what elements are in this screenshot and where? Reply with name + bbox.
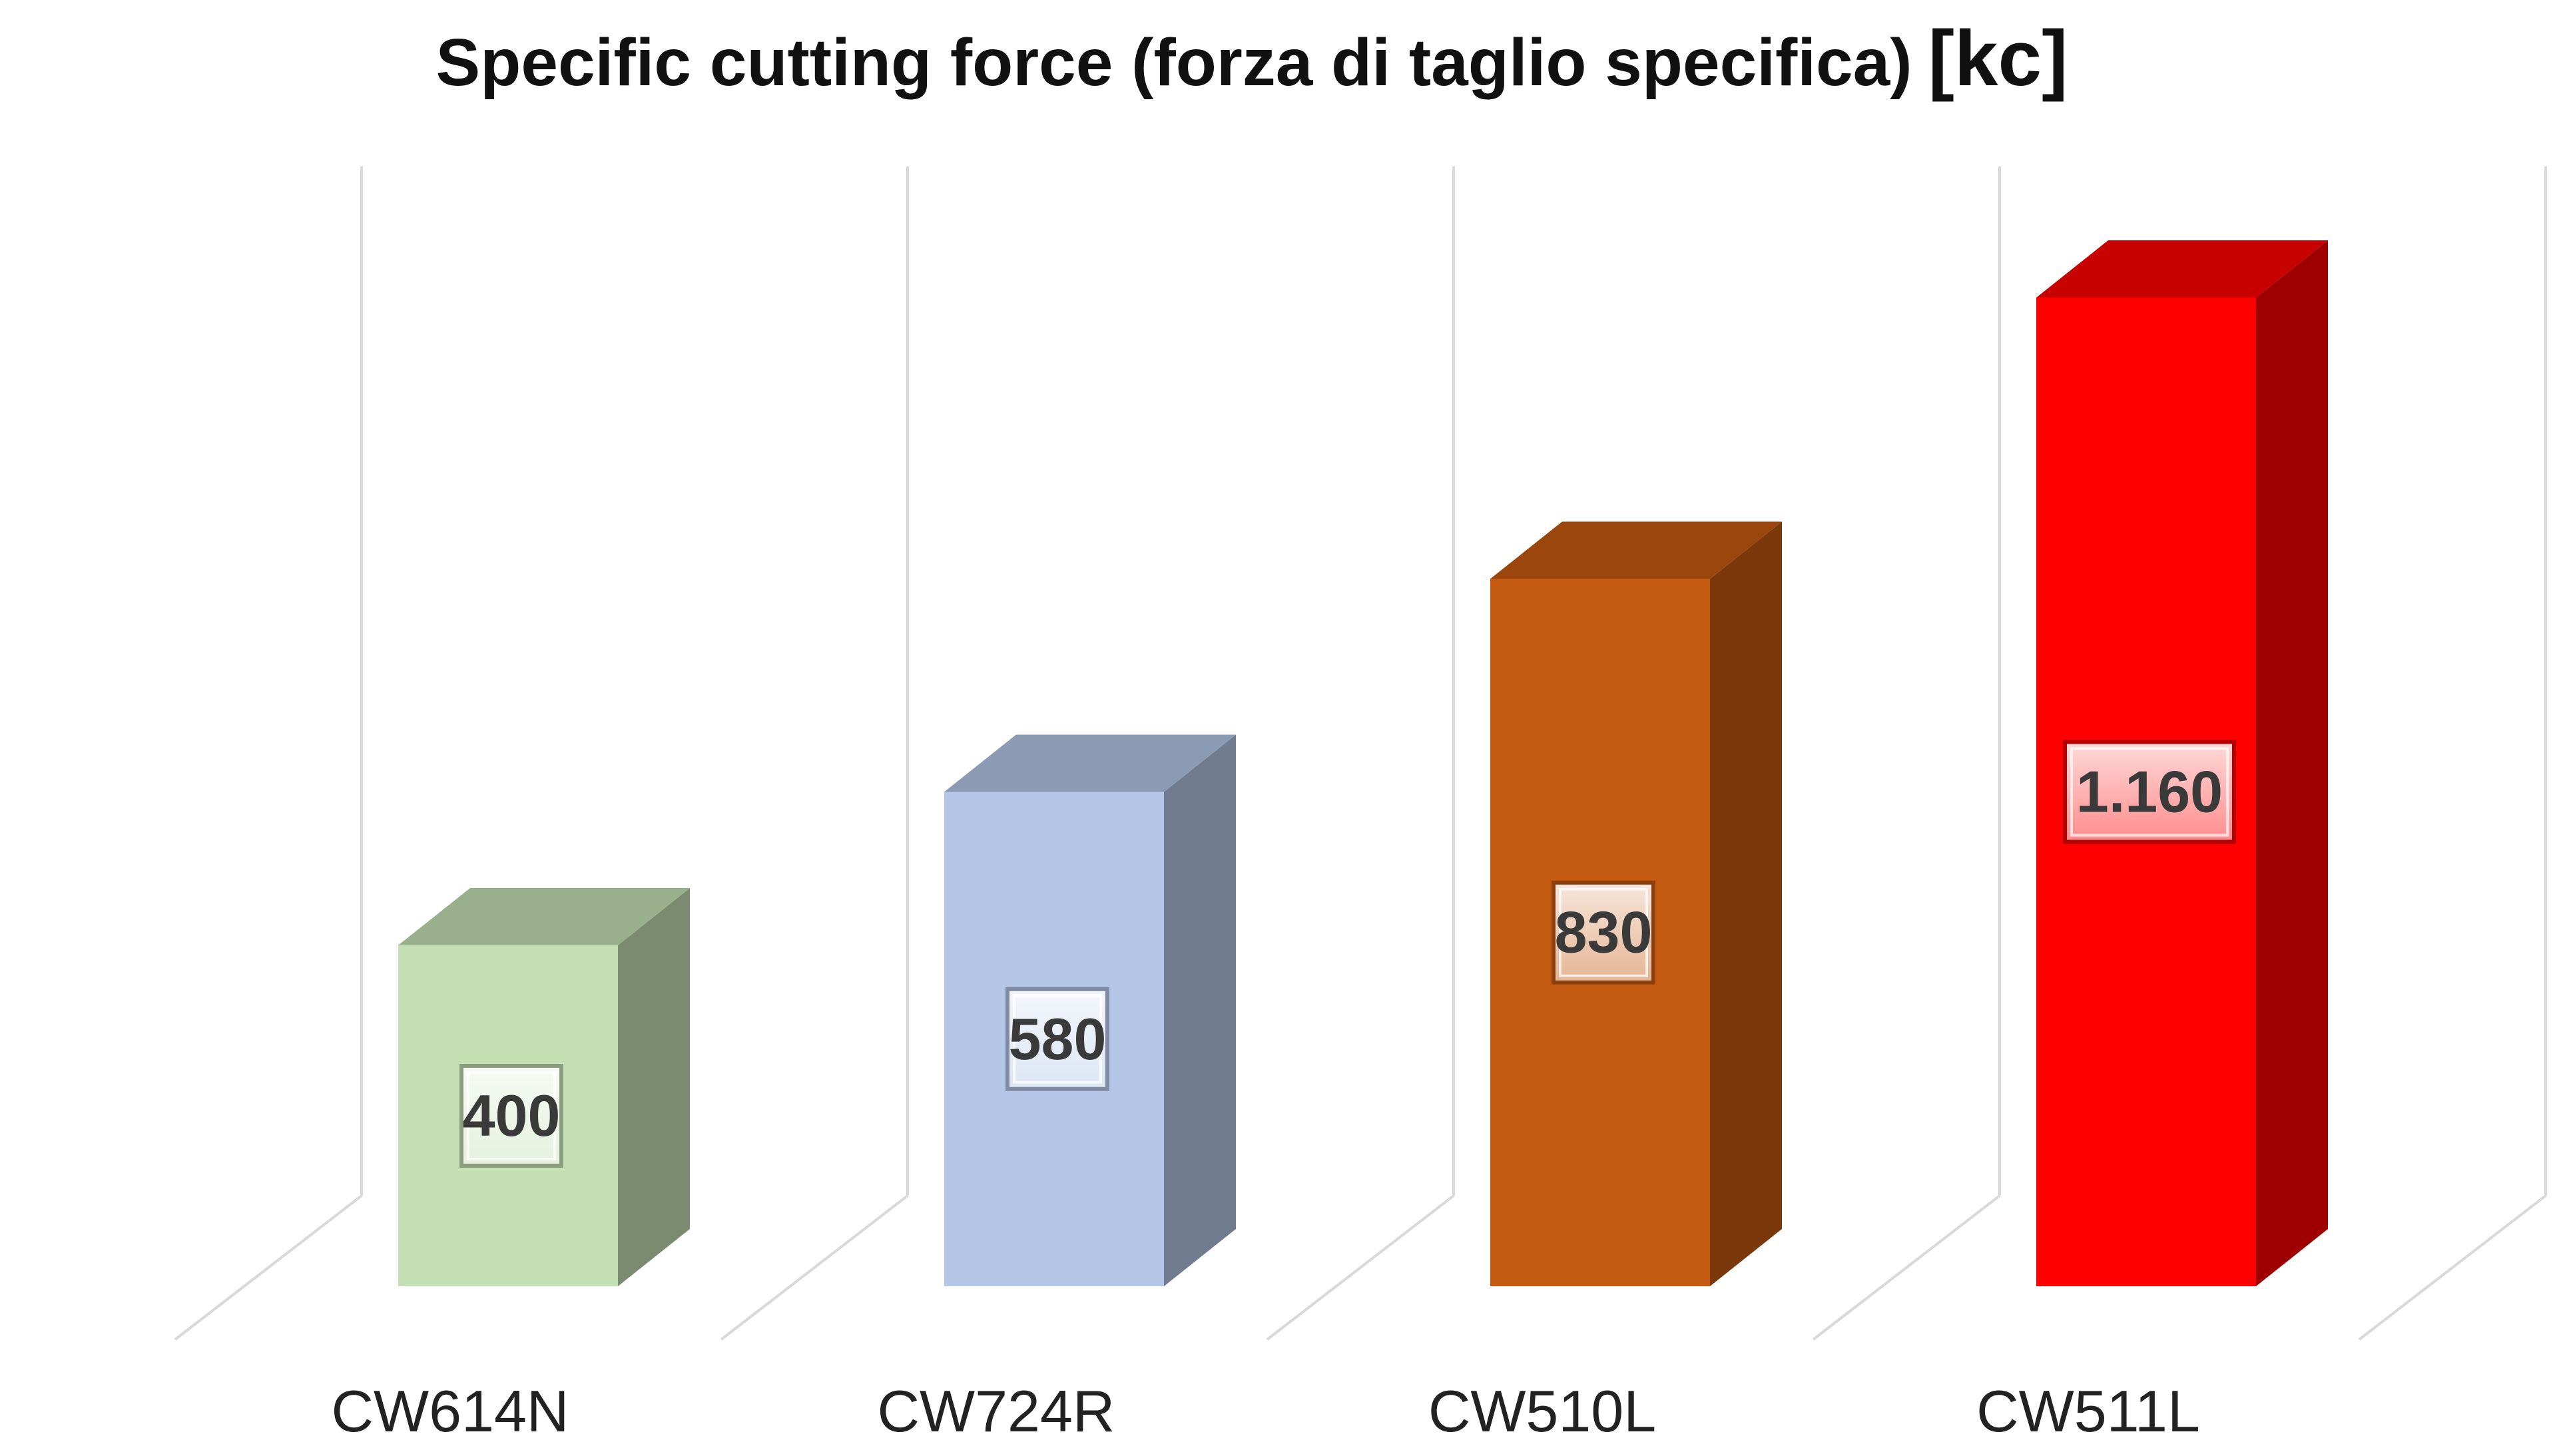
data-label-inner [467, 1071, 556, 1160]
data-label: 830 [1555, 899, 1653, 965]
bar-top [1490, 521, 1782, 579]
bar-side [1164, 734, 1236, 1286]
data-label: 1.160 [2076, 759, 2223, 825]
chart-title: Specific cutting force (forza di taglio … [436, 15, 2068, 103]
bar-side [618, 887, 690, 1286]
bar-top [2036, 240, 2328, 298]
bar-top [944, 734, 1236, 792]
chart-title-unit: [kc] [1928, 15, 2068, 103]
data-label-inner [2070, 747, 2229, 837]
data-label: 580 [1009, 1006, 1107, 1072]
data-label-box [1005, 987, 1109, 1091]
data-label-inner [1013, 994, 1102, 1084]
data-label-box [1552, 880, 1655, 985]
floor-divider [174, 1194, 363, 1341]
data-label-box [459, 1063, 563, 1168]
bar-cw510l: 830 [1490, 521, 1782, 1286]
data-label-box [2063, 740, 2236, 844]
floor-divider [720, 1194, 909, 1341]
bar-cw614n: 400 [398, 887, 690, 1286]
floor-divider [1812, 1194, 2001, 1341]
data-label: 400 [463, 1083, 561, 1148]
category-label: CW511L [1976, 1378, 2200, 1444]
bar-cw511l: 1.160 [2036, 240, 2328, 1286]
category-labels: CW614N CW724R CW510L CW511L [332, 1378, 2200, 1444]
bar-top [398, 887, 690, 945]
bar-side [2256, 240, 2328, 1286]
category-label: CW724R [878, 1378, 1115, 1444]
data-label-inner [1559, 887, 1648, 977]
category-label: CW614N [332, 1378, 569, 1444]
floor-divider [1266, 1194, 1455, 1341]
bar-side [1710, 521, 1782, 1286]
bars-group: 400 580 830 1.160 [398, 240, 2328, 1286]
chart-title-main: Specific cutting force (forza di taglio … [436, 25, 1912, 100]
bar-cw724r: 580 [944, 734, 1236, 1286]
chart-walls [174, 166, 2547, 1341]
floor-divider [2358, 1194, 2547, 1341]
category-label: CW510L [1428, 1378, 1656, 1444]
